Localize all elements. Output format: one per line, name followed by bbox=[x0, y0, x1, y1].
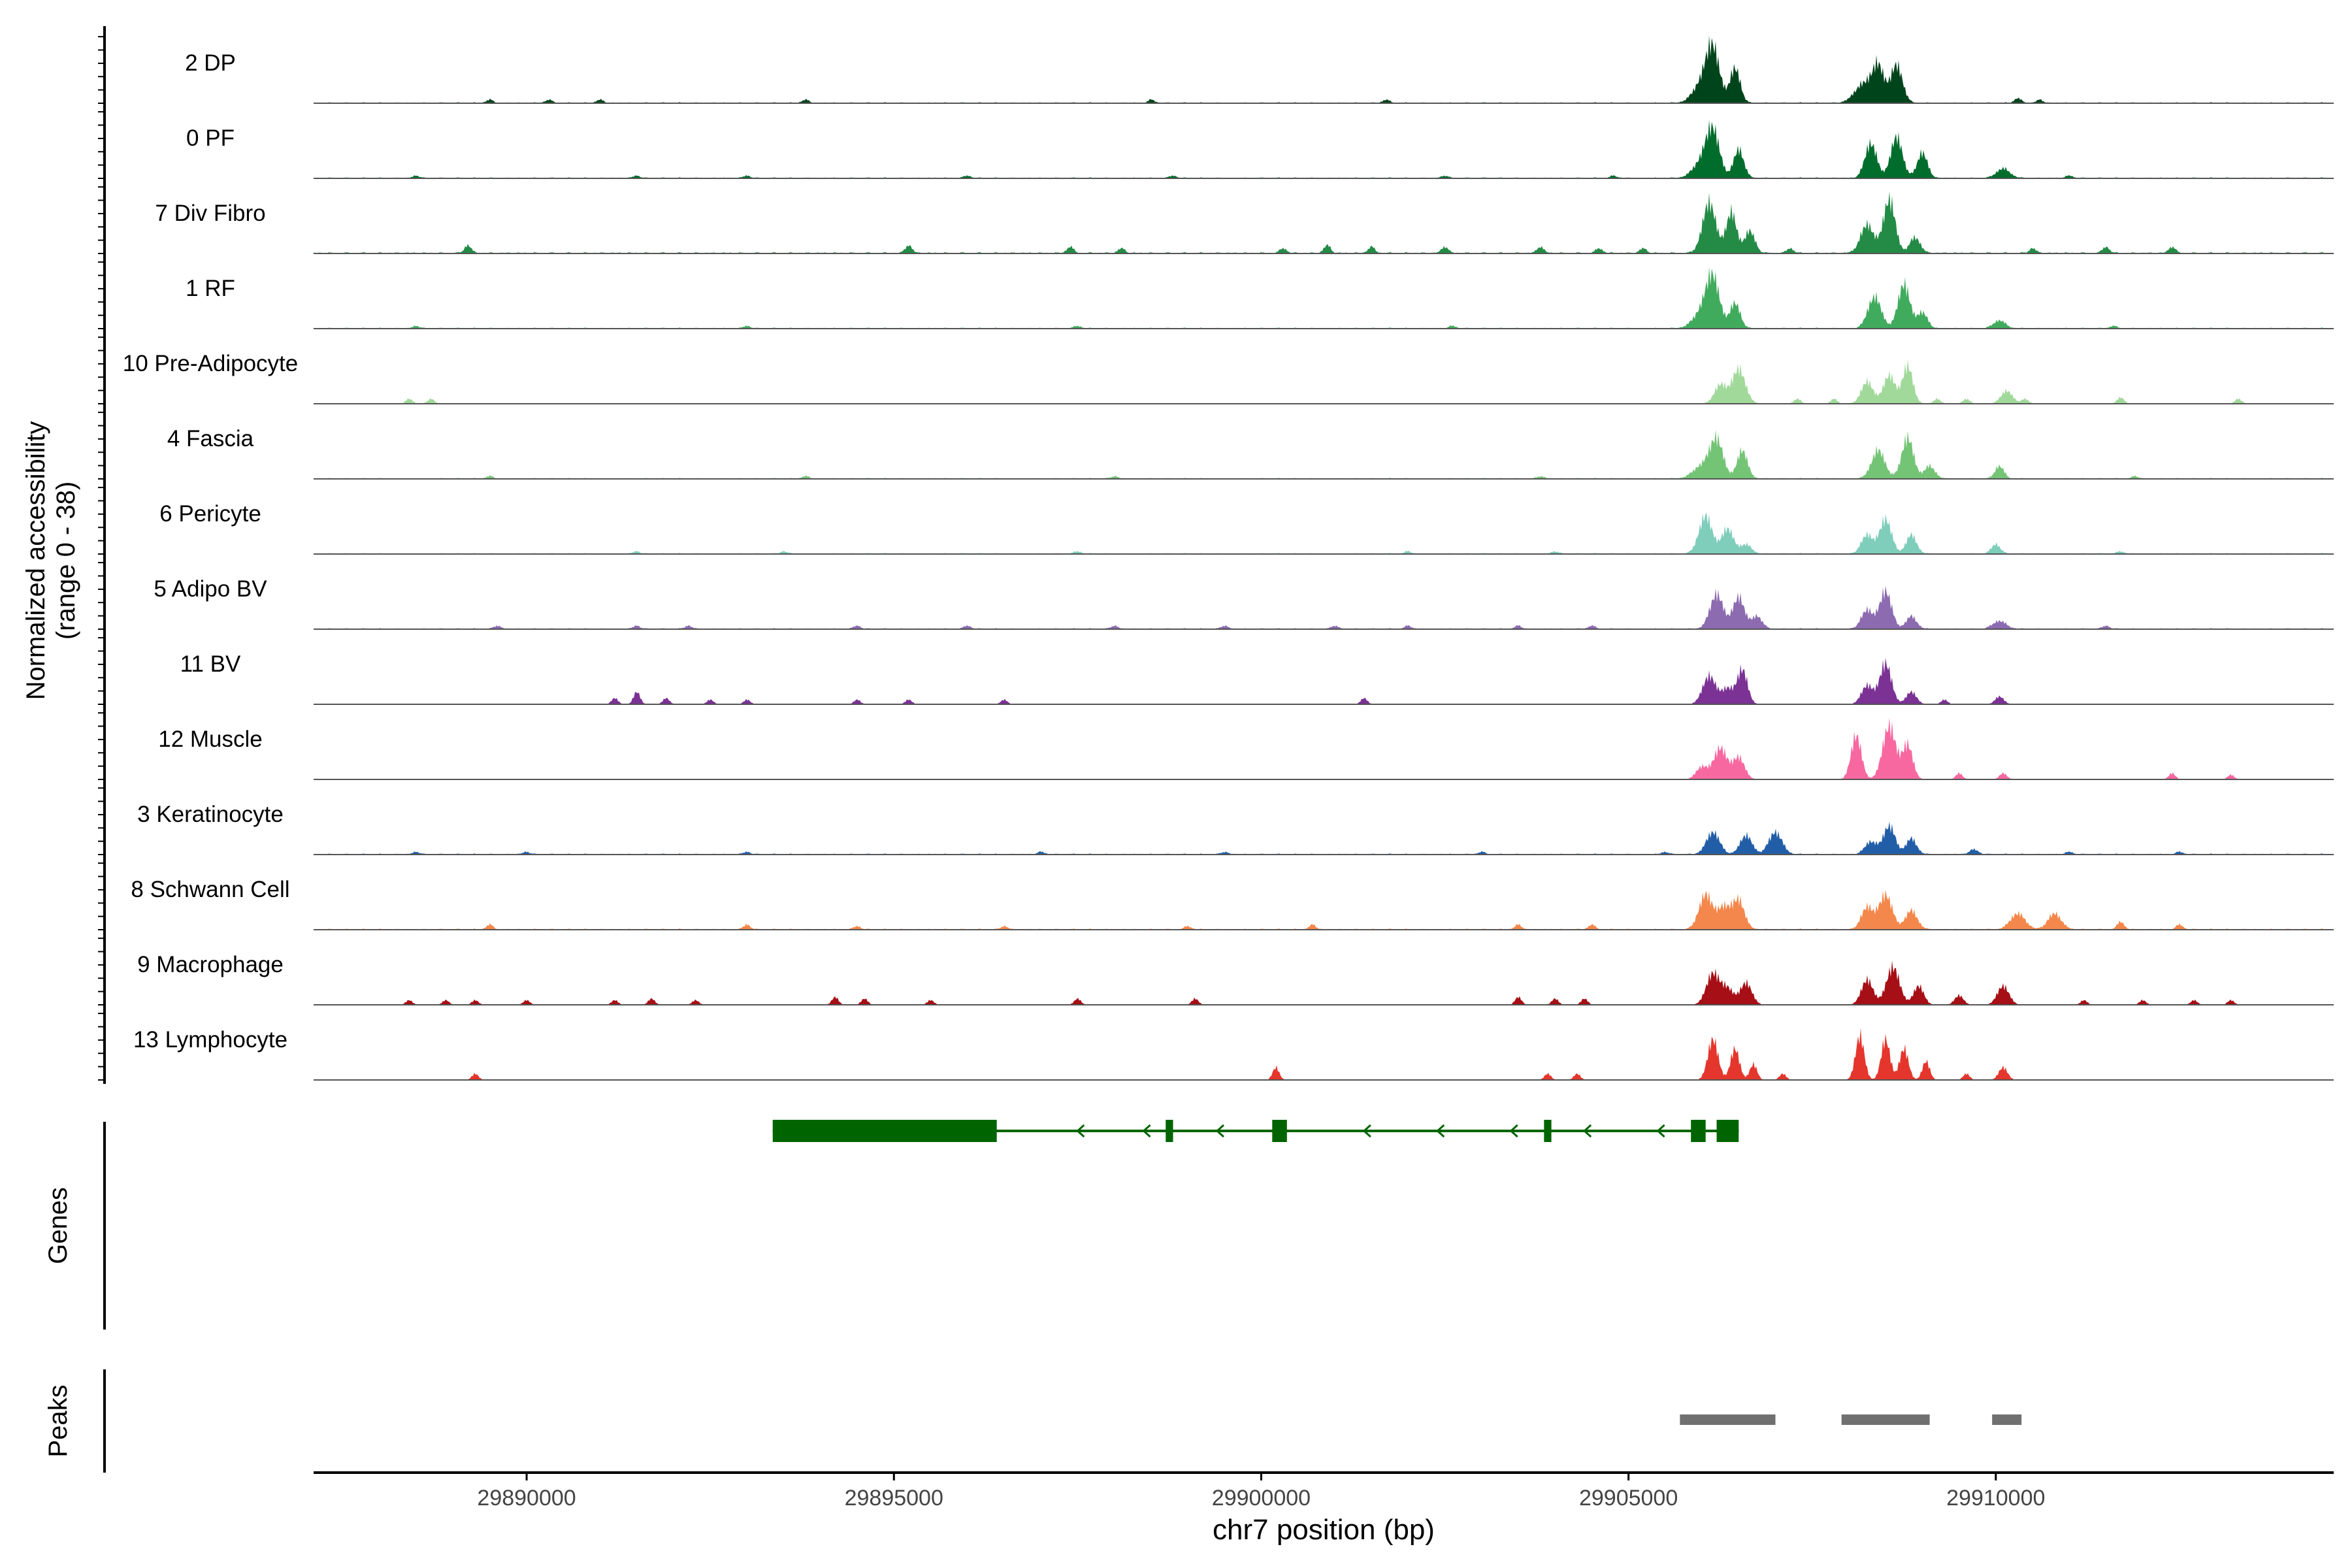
gene-strand-arrow bbox=[1436, 1124, 1445, 1138]
track-13: 9 Macrophage bbox=[137, 952, 2334, 1005]
gene-strand-arrow bbox=[1215, 1124, 1224, 1138]
track-label-8: 5 Adipo BV bbox=[154, 576, 267, 602]
gene-exon bbox=[772, 1120, 997, 1142]
peak-region bbox=[1992, 1414, 2022, 1425]
track-area-6 bbox=[314, 429, 2334, 479]
x-tick-label: 29905000 bbox=[1579, 1486, 1678, 1511]
gene-exon bbox=[1716, 1120, 1739, 1142]
track-label-5: 10 Pre-Adipocyte bbox=[123, 351, 298, 376]
peak-region bbox=[1680, 1414, 1776, 1425]
track-label-3: 7 Div Fibro bbox=[155, 201, 265, 226]
track-1: 2 DP bbox=[185, 35, 2334, 104]
gene-strand-arrow bbox=[1509, 1124, 1518, 1138]
track-8: 5 Adipo BV bbox=[154, 576, 2334, 630]
track-12: 8 Schwann Cell bbox=[131, 877, 2334, 930]
x-tick-label: 29910000 bbox=[1946, 1486, 2045, 1511]
tracks-layer: 2 DP 0 PF 7 Div Fibro 1 RF 10 Pre-Adipocyte 4… bbox=[123, 35, 2334, 1081]
track-label-14: 13 Lymphocyte bbox=[133, 1027, 287, 1053]
track-11: 3 Keratinocyte bbox=[137, 802, 2334, 855]
gene-exon bbox=[1166, 1120, 1173, 1142]
track-area-4 bbox=[314, 267, 2334, 329]
peaks-track-label: Peaks bbox=[44, 1384, 73, 1457]
track-area-12 bbox=[314, 889, 2334, 930]
gene-strand-arrow bbox=[1142, 1124, 1151, 1138]
track-area-5 bbox=[314, 359, 2334, 404]
gene-exon bbox=[1691, 1120, 1706, 1142]
track-area-14 bbox=[314, 1028, 2334, 1080]
track-9: 11 BV bbox=[180, 651, 2334, 705]
track-label-10: 12 Muscle bbox=[158, 727, 263, 752]
track-label-4: 1 RF bbox=[186, 276, 235, 301]
track-label-1: 2 DP bbox=[185, 50, 236, 76]
x-tick-label: 29895000 bbox=[845, 1486, 943, 1511]
track-label-11: 3 Keratinocyte bbox=[137, 802, 284, 827]
track-3: 7 Div Fibro bbox=[155, 191, 2334, 254]
track-area-13 bbox=[314, 960, 2334, 1005]
gene-exon bbox=[1544, 1120, 1552, 1142]
track-area-3 bbox=[314, 191, 2334, 253]
x-axis: 29890000 29895000 29900000 29905000 29910000 bbox=[477, 1473, 2045, 1511]
genes-track bbox=[772, 1120, 1739, 1142]
gene-strand-arrow bbox=[1656, 1124, 1665, 1138]
gene-exon bbox=[1272, 1120, 1287, 1142]
track-label-2: 0 PF bbox=[186, 125, 235, 151]
peak-region bbox=[1841, 1414, 1930, 1425]
track-10: 12 Muscle bbox=[158, 717, 2334, 780]
track-label-6: 4 Fascia bbox=[167, 426, 254, 451]
gene-strand-arrow bbox=[1362, 1124, 1371, 1138]
track-2: 0 PF bbox=[186, 120, 2334, 179]
track-4: 1 RF bbox=[186, 267, 2334, 329]
gene-strand-arrow bbox=[1076, 1124, 1085, 1138]
track-area-1 bbox=[314, 35, 2334, 103]
genes-track-label: Genes bbox=[44, 1187, 73, 1264]
y-axis-label-range: (range 0 - 38) bbox=[52, 482, 80, 640]
track-7: 6 Pericyte bbox=[159, 501, 2334, 555]
track-area-10 bbox=[314, 717, 2334, 779]
y-axis-label: Normalized accessibility bbox=[22, 421, 50, 700]
x-tick-label: 29890000 bbox=[477, 1486, 576, 1511]
track-area-9 bbox=[314, 657, 2334, 704]
track-label-13: 9 Macrophage bbox=[137, 952, 284, 977]
track-label-12: 8 Schwann Cell bbox=[131, 877, 289, 902]
y-axis bbox=[98, 26, 106, 1084]
track-5: 10 Pre-Adipocyte bbox=[123, 351, 2334, 404]
track-6: 4 Fascia bbox=[167, 426, 2334, 480]
track-area-8 bbox=[314, 585, 2334, 629]
gene-strand-arrow bbox=[1582, 1124, 1592, 1138]
track-area-2 bbox=[314, 120, 2334, 178]
track-14: 13 Lymphocyte bbox=[133, 1027, 2334, 1081]
track-area-11 bbox=[314, 821, 2334, 855]
x-tick-label: 29900000 bbox=[1212, 1486, 1311, 1511]
track-area-7 bbox=[314, 512, 2334, 554]
track-label-7: 6 Pericyte bbox=[159, 501, 261, 527]
track-label-9: 11 BV bbox=[180, 651, 241, 677]
peaks-track bbox=[1680, 1414, 2022, 1425]
x-axis-label: chr7 position (bp) bbox=[1213, 1514, 1435, 1546]
